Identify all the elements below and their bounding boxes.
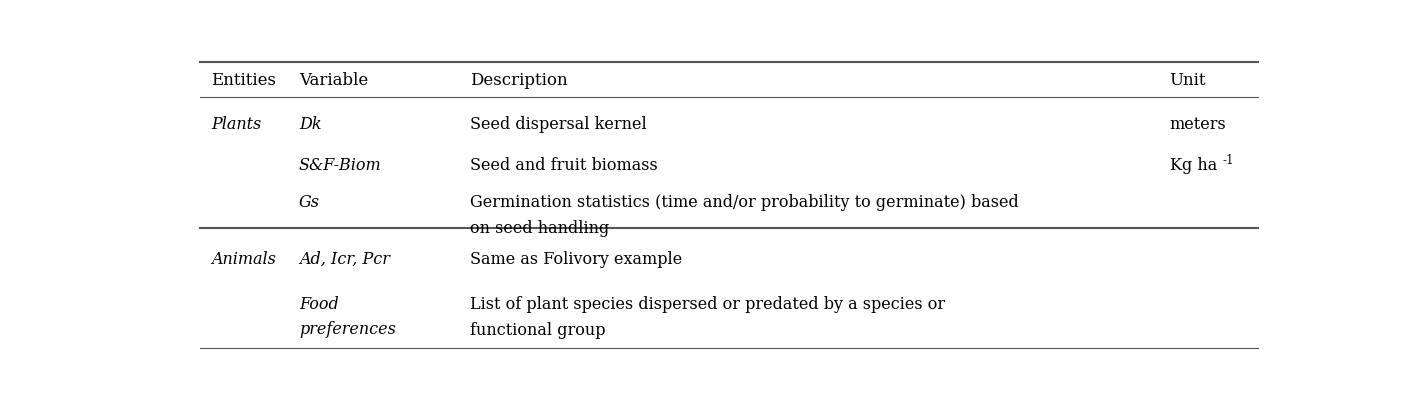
- Text: Seed and fruit biomass: Seed and fruit biomass: [469, 157, 657, 174]
- Text: functional group: functional group: [469, 322, 606, 339]
- Text: meters: meters: [1169, 116, 1226, 133]
- Text: Kg ha: Kg ha: [1169, 157, 1217, 174]
- Text: Food
preferences: Food preferences: [299, 296, 395, 338]
- Text: Variable: Variable: [299, 72, 368, 89]
- Text: Dk: Dk: [299, 116, 321, 133]
- Text: Ad, Icr, Pcr: Ad, Icr, Pcr: [299, 251, 390, 268]
- Text: S&F-Biom: S&F-Biom: [299, 157, 381, 174]
- Text: Entities: Entities: [210, 72, 276, 89]
- Text: on seed handling: on seed handling: [469, 220, 609, 238]
- Text: -1: -1: [1223, 154, 1234, 167]
- Text: Same as Folivory example: Same as Folivory example: [469, 251, 683, 268]
- Text: Unit: Unit: [1169, 72, 1206, 89]
- Text: List of plant species dispersed or predated by a species or: List of plant species dispersed or preda…: [469, 296, 944, 313]
- Text: Description: Description: [469, 72, 567, 89]
- Text: Seed dispersal kernel: Seed dispersal kernel: [469, 116, 647, 133]
- Text: Germination statistics (time and/or probability to germinate) based: Germination statistics (time and/or prob…: [469, 194, 1018, 211]
- Text: Gs: Gs: [299, 194, 320, 211]
- Text: Plants: Plants: [210, 116, 262, 133]
- Text: Animals: Animals: [210, 251, 276, 268]
